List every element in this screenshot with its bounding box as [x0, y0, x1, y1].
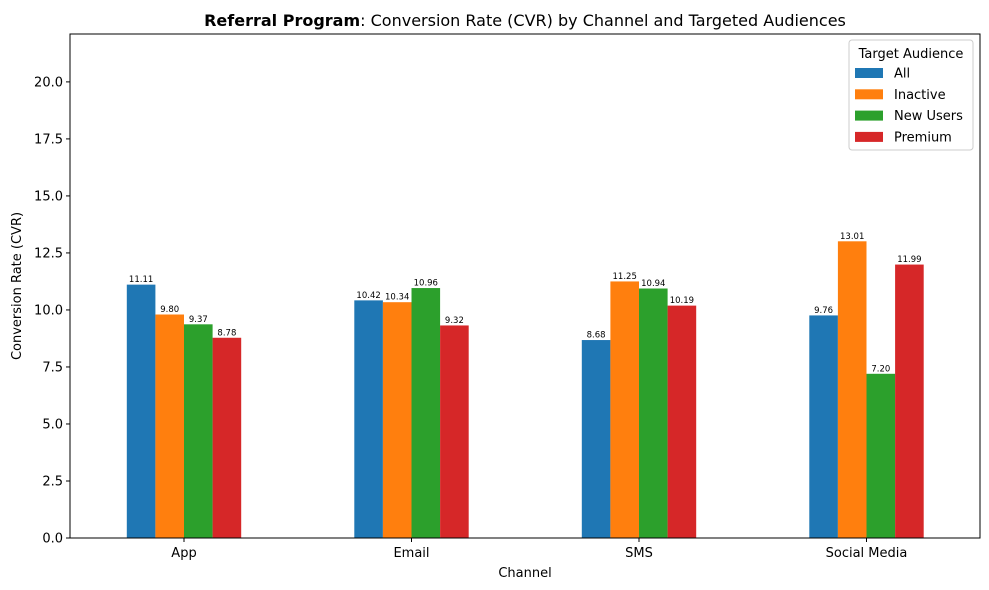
chart-title: Referral Program: Conversion Rate (CVR) … [204, 11, 846, 30]
bar [354, 300, 383, 538]
chart-title-rest: : Conversion Rate (CVR) by Channel and T… [360, 11, 846, 30]
bar-value-label: 10.19 [670, 296, 694, 306]
bar-value-label: 10.42 [356, 291, 380, 301]
y-tick-label: 5.0 [42, 417, 63, 432]
x-axis: App Email SMS Social Media [171, 538, 907, 561]
bar [184, 324, 213, 538]
y-tick-label: 15.0 [34, 189, 63, 204]
legend-swatch [855, 131, 883, 142]
y-tick-label: 12.5 [34, 246, 63, 261]
legend-label: Premium [894, 130, 952, 145]
bar-value-label: 8.68 [587, 331, 606, 341]
bar [411, 288, 441, 538]
bar [155, 314, 184, 538]
bar [639, 288, 668, 538]
bar-value-label: 10.34 [385, 293, 409, 303]
chart-title-bold: Referral Program [204, 11, 360, 30]
x-tick-label: Social Media [826, 546, 908, 561]
bar-value-label: 11.99 [897, 255, 921, 265]
bar [866, 373, 896, 538]
y-tick-label: 2.5 [42, 474, 63, 489]
bar-value-label: 7.20 [871, 364, 890, 374]
plot-frame [69, 33, 981, 539]
bar-value-label: 9.76 [814, 306, 833, 316]
legend-swatch [855, 110, 883, 121]
bar [382, 302, 412, 538]
bar [126, 284, 156, 538]
bar [212, 337, 242, 538]
legend-swatch [855, 89, 883, 100]
y-tick-label: 0.0 [42, 532, 63, 547]
y-tick-label: 17.5 [34, 132, 63, 147]
bars-group [126, 241, 924, 538]
bar-value-label: 10.94 [641, 279, 665, 289]
bar-value-label: 11.11 [129, 275, 153, 285]
bar-value-label: 10.96 [414, 279, 438, 289]
bar [809, 315, 838, 538]
legend-label: All [894, 67, 910, 82]
y-tick-label: 7.5 [42, 360, 63, 375]
bar [440, 325, 469, 538]
legend-label: Inactive [894, 88, 946, 103]
bar-labels-group: 11.11 10.42 8.68 9.76 9.80 10.34 11.25 13.01 9.3… [129, 232, 922, 374]
x-tick-label: Email [393, 546, 429, 561]
y-axis-label: Conversion Rate (CVR) [10, 212, 25, 360]
y-tick-label: 20.0 [34, 75, 63, 90]
bar [837, 241, 867, 538]
bar-value-label: 8.78 [217, 328, 236, 338]
bar [610, 281, 639, 538]
y-axis: 0.0 2.5 5.0 7.5 10.0 12.5 15.0 17.5 20.0 [34, 75, 70, 547]
legend-title: Target Audience [858, 47, 964, 62]
bar-value-label: 9.32 [445, 316, 464, 326]
bar [895, 264, 924, 538]
legend-swatch [855, 68, 883, 78]
bar [667, 305, 697, 538]
bar-value-label: 11.25 [613, 272, 637, 282]
legend-label: New Users [894, 109, 963, 124]
y-tick-label: 10.0 [34, 303, 63, 318]
legend-box [848, 39, 974, 151]
bar-value-label: 13.01 [840, 232, 864, 242]
legend: Target Audience All Inactive New Users Prem… [848, 39, 974, 151]
x-tick-label: App [171, 546, 196, 561]
bar-value-label: 9.37 [189, 315, 208, 325]
x-tick-label: SMS [625, 546, 653, 561]
bar-value-label: 9.80 [160, 305, 179, 315]
legend-items: All Inactive New Users Premium [855, 67, 963, 145]
x-axis-label: Channel [498, 566, 551, 581]
bar [581, 340, 611, 538]
